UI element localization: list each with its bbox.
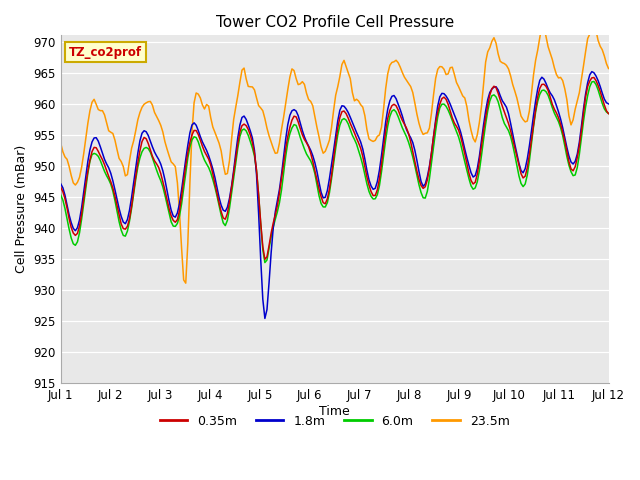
Y-axis label: Cell Pressure (mBar): Cell Pressure (mBar) [15,145,28,274]
Title: Tower CO2 Profile Cell Pressure: Tower CO2 Profile Cell Pressure [216,15,454,30]
Text: TZ_co2prof: TZ_co2prof [69,46,142,59]
X-axis label: Time: Time [319,405,350,418]
Legend: 0.35m, 1.8m, 6.0m, 23.5m: 0.35m, 1.8m, 6.0m, 23.5m [155,410,515,433]
